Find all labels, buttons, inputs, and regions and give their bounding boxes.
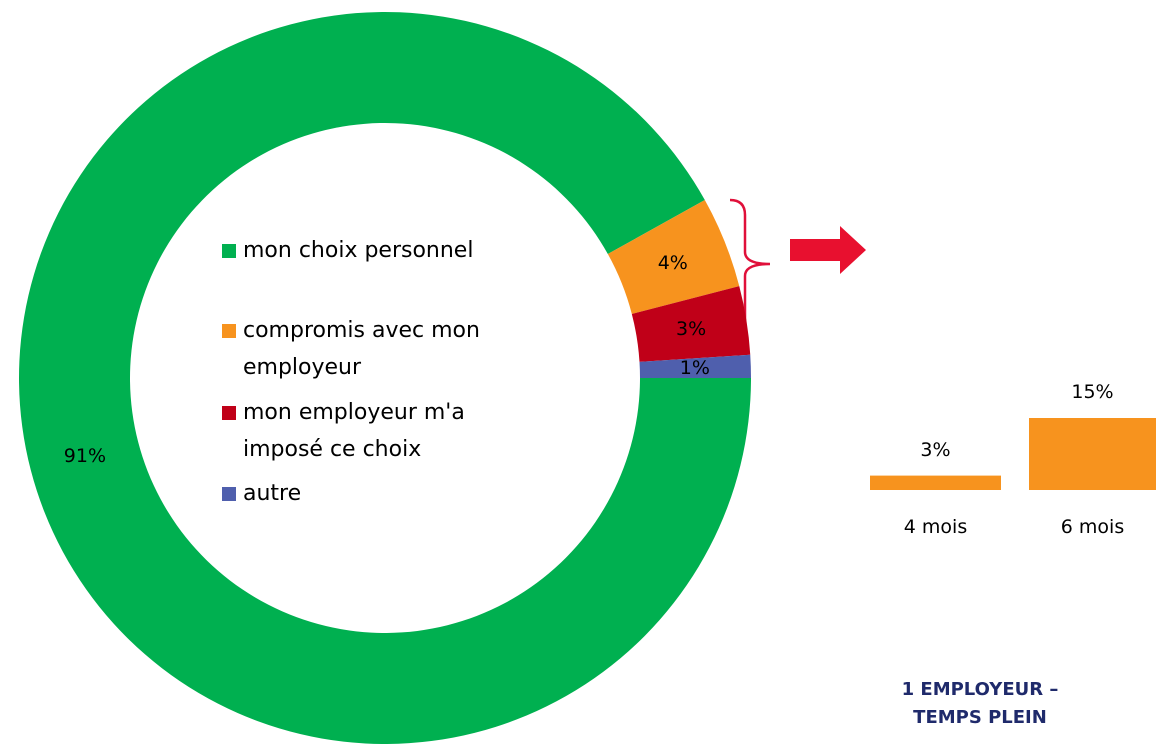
data-label: 3% bbox=[920, 438, 951, 461]
donut-segment bbox=[631, 286, 751, 362]
donut-segment bbox=[607, 200, 740, 314]
legend-item: autre bbox=[222, 475, 562, 512]
donut-segment bbox=[19, 12, 752, 744]
data-label: 15% bbox=[1071, 381, 1114, 403]
data-label: 1% bbox=[679, 357, 710, 380]
legend-item: mon choix personnel bbox=[222, 232, 562, 269]
x-tick-label: 6 mois bbox=[1060, 516, 1125, 538]
legend-label: autre bbox=[243, 481, 302, 506]
bar bbox=[1029, 418, 1156, 490]
arrow bbox=[790, 226, 866, 274]
legend-swatch bbox=[222, 324, 236, 338]
legend-item: compromis avec mon employeur bbox=[222, 312, 562, 386]
data-label: 3% bbox=[676, 318, 707, 341]
data-label: 91% bbox=[63, 444, 107, 467]
legend-label: mon employeur m'a imposé ce choix bbox=[243, 400, 465, 462]
legend-label: compromis avec mon employeur bbox=[243, 318, 480, 380]
legend-swatch bbox=[222, 406, 236, 420]
data-label: 4% bbox=[657, 251, 688, 274]
legend-item: mon employeur m'a imposé ce choix bbox=[222, 394, 562, 468]
legend-label: mon choix personnel bbox=[243, 238, 474, 263]
bar bbox=[870, 475, 1001, 490]
legend-swatch bbox=[222, 244, 236, 258]
legend-swatch bbox=[222, 487, 236, 501]
annotation: 1 EMPLOYEUR – TEMPS PLEIN bbox=[901, 679, 1059, 728]
donut-segment bbox=[639, 354, 751, 378]
x-tick-label: 4 mois bbox=[903, 516, 968, 538]
